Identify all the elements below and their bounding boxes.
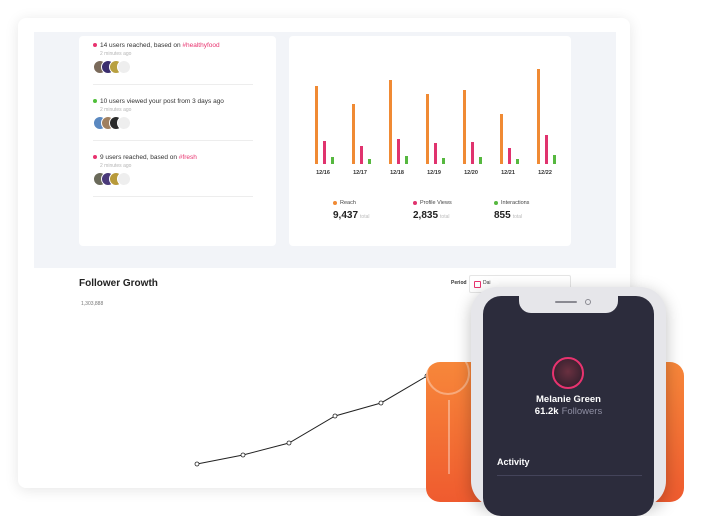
legend-dot: [494, 200, 498, 205]
activity-item[interactable]: 9 users reached, based on #fresh 2 minut…: [93, 154, 253, 186]
growth-point: [332, 413, 338, 419]
x-tick-label: 12/22: [538, 170, 552, 176]
bar-chart: 12/16 12/17 12/18 12/19 12/20 12/21 12/22: [315, 69, 556, 176]
bar-interactions: [553, 155, 556, 164]
avatar-group[interactable]: [93, 60, 253, 74]
bar-reach: [500, 114, 503, 164]
legend-label: Interactions: [501, 200, 530, 206]
growth-point: [194, 461, 200, 467]
period-label: Period: [451, 280, 467, 286]
bar-profile-views: [323, 141, 326, 164]
activity-time: 2 minutes ago: [100, 163, 132, 169]
profile-followers: 61.2k Followers: [483, 406, 654, 417]
followers-label: Followers: [561, 406, 603, 417]
more-avatars[interactable]: [117, 172, 131, 186]
activity-text: 10 users viewed your post from 3 days ag…: [100, 98, 224, 105]
growth-line: [196, 375, 428, 465]
bar-interactions: [405, 156, 408, 164]
legend-label: Profile Views: [420, 200, 452, 206]
period-value: Dai: [483, 280, 491, 286]
bar-profile-views: [397, 139, 400, 164]
legend-dot: [333, 200, 337, 205]
bar-reach: [352, 104, 355, 164]
more-avatars[interactable]: [117, 116, 131, 130]
bar-reach: [389, 80, 392, 164]
bar-profile-views: [508, 148, 511, 164]
follower-growth-title: Follower Growth: [79, 278, 158, 289]
legend-value: 855: [494, 210, 511, 221]
bar-profile-views: [471, 142, 474, 164]
avatar-group[interactable]: [93, 172, 253, 186]
divider: [93, 140, 253, 141]
growth-point: [240, 452, 246, 458]
status-dot: [93, 43, 97, 48]
engagement-chart-card: 12/16 12/17 12/18 12/19 12/20 12/21 12/22 Reac…: [289, 36, 571, 246]
bar-interactions: [442, 158, 445, 164]
profile-name: Melanie Green: [536, 394, 601, 405]
activity-time: 2 minutes ago: [100, 107, 132, 113]
followers-count: 61.2k: [534, 406, 559, 417]
legend-value: 9,437: [333, 210, 359, 221]
bar-profile-views: [434, 143, 437, 164]
x-tick-label: 12/20: [464, 170, 478, 176]
activity-feed-card: 14 users reached, based on #healthyfood …: [79, 36, 276, 246]
activity-text: 14 users reached, based on: [100, 42, 183, 49]
bar-reach: [426, 94, 429, 164]
calendar-icon: [474, 281, 481, 288]
legend-label: Reach: [340, 200, 356, 206]
activity-item[interactable]: 10 users viewed your post from 3 days ag…: [93, 98, 253, 130]
bar-reach: [463, 90, 466, 164]
bar-reach: [315, 86, 318, 164]
decorative-ring: [426, 351, 470, 395]
status-dot: [93, 155, 97, 160]
legend-value: 2,835: [413, 210, 439, 221]
decorative-line: [448, 400, 450, 474]
phone-screen: Melanie Green 61.2k Followers Activity: [483, 296, 654, 516]
legend-unit: total: [440, 214, 450, 220]
status-dot: [93, 99, 97, 104]
activity-item[interactable]: 14 users reached, based on #healthyfood …: [93, 42, 253, 74]
legend-reach: Reach 9,437 total: [333, 200, 369, 221]
more-avatars[interactable]: [117, 60, 131, 74]
bar-profile-views: [360, 146, 363, 164]
bar-reach: [537, 69, 540, 164]
bar-interactions: [516, 159, 519, 164]
speaker-icon: [555, 301, 577, 303]
bar-interactions: [479, 157, 482, 164]
divider: [497, 475, 642, 476]
divider: [93, 84, 253, 85]
activity-heading: Activity: [497, 457, 530, 467]
bar-profile-views: [545, 135, 548, 164]
x-tick-label: 12/19: [427, 170, 441, 176]
hashtag-link[interactable]: #healthyfood: [182, 42, 220, 49]
bar-interactions: [368, 159, 371, 164]
legend-dot: [413, 200, 417, 205]
activity-text: 9 users reached, based on: [100, 154, 179, 161]
y-tick-label: 1,303,888: [81, 301, 104, 307]
phone-notch: [519, 296, 618, 313]
growth-point: [286, 440, 292, 446]
legend-interactions: Interactions 855 total: [494, 200, 529, 221]
x-tick-label: 12/18: [390, 170, 404, 176]
bar-interactions: [331, 157, 334, 164]
dashboard-window: 14 users reached, based on #healthyfood …: [18, 18, 630, 488]
phone-mockup: Melanie Green 61.2k Followers Activity: [471, 287, 666, 516]
camera-icon: [585, 299, 591, 305]
hashtag-link[interactable]: #fresh: [178, 154, 197, 161]
legend-unit: total: [512, 214, 523, 220]
x-tick-label: 12/21: [501, 170, 515, 176]
divider: [93, 196, 253, 197]
growth-point: [378, 400, 384, 406]
legend-profile-views: Profile Views 2,835 total: [413, 200, 452, 221]
x-tick-label: 12/17: [353, 170, 367, 176]
avatar-group[interactable]: [93, 116, 253, 130]
profile-avatar[interactable]: [552, 357, 584, 389]
activity-time: 2 minutes ago: [100, 51, 132, 57]
legend-unit: total: [360, 214, 370, 220]
x-tick-label: 12/16: [316, 170, 330, 176]
